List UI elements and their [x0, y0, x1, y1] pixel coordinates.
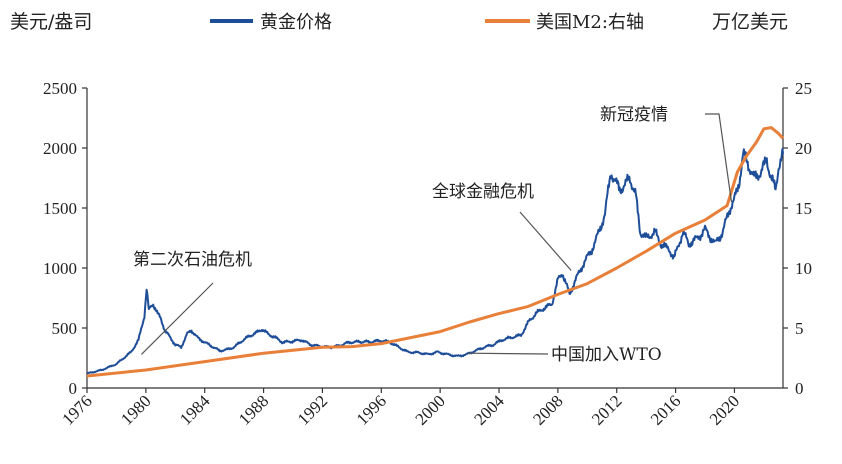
- x-tick-label: 2020: [706, 391, 743, 428]
- right-axis-unit: 万亿美元: [712, 11, 788, 33]
- left-axis-unit: 美元/盎司: [10, 11, 92, 33]
- right-tick-label: 20: [795, 139, 812, 158]
- right-tick-label: 5: [795, 319, 804, 338]
- right-tick-label: 15: [795, 199, 812, 218]
- x-tick-label: 1984: [176, 391, 214, 429]
- annotation-oil-crisis: 第二次石油危机: [133, 250, 252, 270]
- left-tick-label: 500: [52, 319, 78, 338]
- annotation-covid-leader: [705, 113, 733, 203]
- us-m2-line: [86, 126, 785, 378]
- gold-price-line: [86, 148, 784, 375]
- series-layer: [86, 126, 785, 378]
- x-tick-label: 1996: [353, 391, 390, 428]
- left-tick-label: 1000: [43, 259, 77, 278]
- x-tick-label: 1976: [58, 391, 95, 428]
- left-tick-label: 2000: [43, 139, 77, 158]
- annotation-wto-leader: [468, 352, 549, 355]
- annotation-wto: 中国加入WTO: [551, 345, 662, 365]
- left-tick-label: 2500: [43, 79, 77, 98]
- right-tick-label: 10: [795, 259, 812, 278]
- annotation-financial-crisis-leader: [519, 211, 572, 271]
- annotation-covid: 新冠疫情: [600, 105, 668, 125]
- header: 美元/盎司 黄金价格 美国M2:右轴 万亿美元: [10, 11, 788, 33]
- x-tick-label: 2012: [588, 391, 625, 428]
- left-tick-label: 1500: [43, 199, 77, 218]
- x-tick-label: 2000: [412, 391, 449, 428]
- legend-label-gold: 黄金价格: [260, 12, 332, 33]
- x-tick-label: 1988: [235, 391, 272, 428]
- right-tick-label: 0: [795, 379, 804, 398]
- x-tick-label: 2016: [647, 391, 684, 428]
- legend-label-m2: 美国M2:右轴: [536, 12, 644, 33]
- annotation-financial-crisis: 全球金融危机: [432, 182, 534, 202]
- right-tick-label: 25: [795, 79, 812, 98]
- x-tick-label: 1992: [294, 391, 331, 428]
- annotation-oil-crisis-leader: [140, 282, 214, 355]
- axes: [86, 88, 784, 389]
- left-tick-label: 0: [69, 379, 78, 398]
- x-tick-label: 2008: [529, 391, 566, 428]
- x-tick-label: 1980: [117, 391, 154, 428]
- x-tick-label: 2004: [470, 391, 508, 429]
